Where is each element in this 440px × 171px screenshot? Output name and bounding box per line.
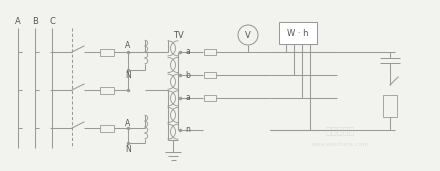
Text: a: a	[185, 94, 190, 102]
Text: a: a	[185, 48, 190, 56]
Text: B: B	[32, 17, 38, 27]
Bar	[204, 72, 216, 78]
Bar	[100, 124, 114, 131]
Text: W · h: W · h	[287, 29, 309, 37]
Text: V: V	[245, 30, 251, 40]
Text: C: C	[49, 17, 55, 27]
Text: TV: TV	[172, 30, 183, 40]
Bar	[279, 22, 317, 44]
Text: A: A	[125, 42, 131, 50]
Text: n: n	[185, 126, 190, 135]
Text: 电子爱好者: 电子爱好者	[325, 125, 355, 135]
Bar	[100, 87, 114, 94]
Bar	[100, 49, 114, 56]
Text: A: A	[125, 119, 131, 128]
Text: N: N	[125, 71, 131, 81]
Bar	[204, 95, 216, 101]
Bar	[383, 95, 397, 117]
Text: N: N	[125, 144, 131, 154]
Text: A: A	[15, 17, 21, 27]
Text: www.elecfans.com: www.elecfans.com	[311, 142, 369, 148]
Bar	[204, 49, 216, 55]
Text: b: b	[185, 70, 190, 80]
